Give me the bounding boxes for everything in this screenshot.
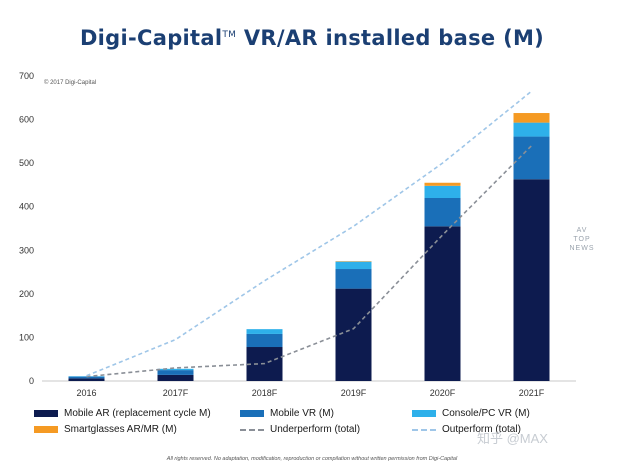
y-tick-label: 700	[19, 71, 34, 81]
x-tick-label: 2018F	[252, 388, 278, 398]
y-tick-label: 200	[19, 289, 34, 299]
bar-segment	[157, 374, 194, 381]
trademark-mark: TM	[222, 30, 237, 40]
copyright-note: © 2017 Digi-Capital	[44, 80, 97, 86]
bar-segment	[424, 182, 461, 186]
chart-title: Digi-CapitalTM VR/AR installed base (M)	[0, 26, 624, 50]
bar-segment	[335, 269, 372, 289]
y-tick-label: 300	[19, 245, 34, 255]
x-tick-label: 2019F	[341, 388, 367, 398]
x-tick-label: 2016	[76, 388, 96, 398]
chart-legend: Mobile AR (replacement cycle M) Mobile V…	[0, 404, 624, 440]
x-tick-label: 2017F	[163, 388, 189, 398]
bar-segment	[246, 329, 283, 334]
avtopnews-watermark: AV TOP NEWS	[569, 226, 595, 253]
bar-segment	[335, 288, 372, 381]
watermark-line: NEWS	[569, 245, 595, 252]
bar-segment	[335, 261, 372, 270]
legend-item-mobile-vr: Mobile VR (M)	[240, 408, 334, 419]
bar-segment	[68, 376, 105, 379]
legend-dash	[240, 428, 264, 431]
legend-label: Outperform (total)	[442, 424, 521, 435]
legend-label: Mobile VR (M)	[270, 408, 334, 419]
legend-label: Mobile AR (replacement cycle M)	[64, 408, 211, 419]
watermark-line: TOP	[573, 236, 591, 243]
legend-label: Console/PC VR (M)	[442, 408, 530, 419]
bar-segment	[157, 368, 194, 371]
legend-item-underperform: Underperform (total)	[240, 424, 360, 435]
bar-segment	[424, 198, 461, 227]
title-brand: Digi-Capital	[79, 26, 223, 50]
legend-swatch	[240, 410, 264, 417]
legend-swatch	[34, 426, 58, 433]
bar-segment	[424, 226, 461, 381]
y-tick-label: 600	[19, 115, 34, 125]
legend-item-smartglasses: Smartglasses AR/MR (M)	[34, 424, 177, 435]
legend-swatch	[412, 410, 436, 417]
legend-swatch	[34, 410, 58, 417]
y-tick-label: 0	[29, 376, 34, 386]
series-line	[86, 145, 533, 378]
legend-dash	[412, 428, 436, 431]
y-tick-label: 400	[19, 202, 34, 212]
bar-segment	[513, 113, 550, 123]
x-tick-label: 2021F	[519, 388, 545, 398]
legend-label: Underperform (total)	[270, 424, 361, 435]
bar-segment	[157, 370, 194, 375]
bar-segment	[513, 122, 550, 137]
y-tick-label: 100	[19, 332, 34, 342]
bar-segment	[246, 333, 283, 348]
x-tick-label: 2020F	[430, 388, 456, 398]
bar-segment	[513, 179, 550, 381]
chart-plot: 0 100 200 300 400 500 600 700 2016 2017F 2018F 2019…	[19, 71, 576, 398]
bar-segment	[424, 185, 461, 198]
zhihu-watermark: 知乎 @MAX	[477, 431, 548, 446]
watermark-line: AV	[576, 227, 588, 234]
footer-note: All rights reserved. No adaptation, modi…	[166, 456, 458, 462]
title-text: VR/AR installed base (M)	[243, 26, 545, 50]
series-line	[86, 90, 533, 377]
y-tick-label: 500	[19, 158, 34, 168]
legend-item-console-vr: Console/PC VR (M)	[412, 408, 530, 419]
legend-item-mobile-ar: Mobile AR (replacement cycle M)	[34, 408, 211, 419]
legend-label: Smartglasses AR/MR (M)	[64, 424, 177, 435]
bar-segment	[68, 378, 105, 381]
legend-item-outperform: Outperform (total)	[412, 424, 521, 435]
